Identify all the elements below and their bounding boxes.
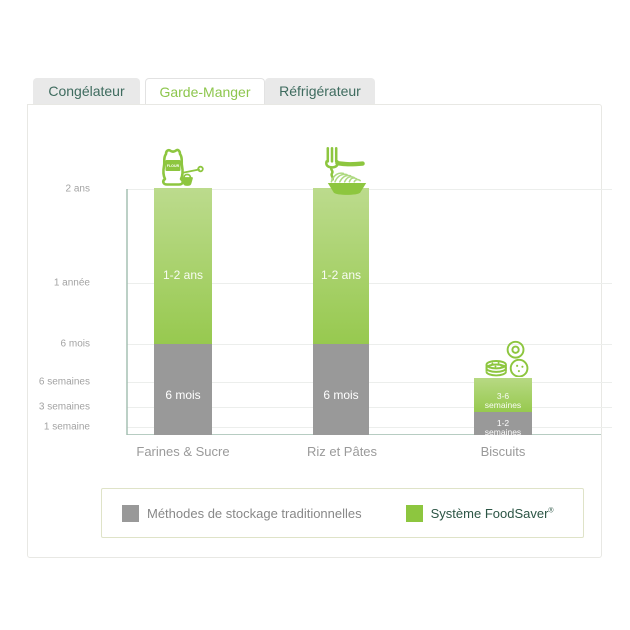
svg-text:FLOUR: FLOUR [167, 164, 180, 168]
